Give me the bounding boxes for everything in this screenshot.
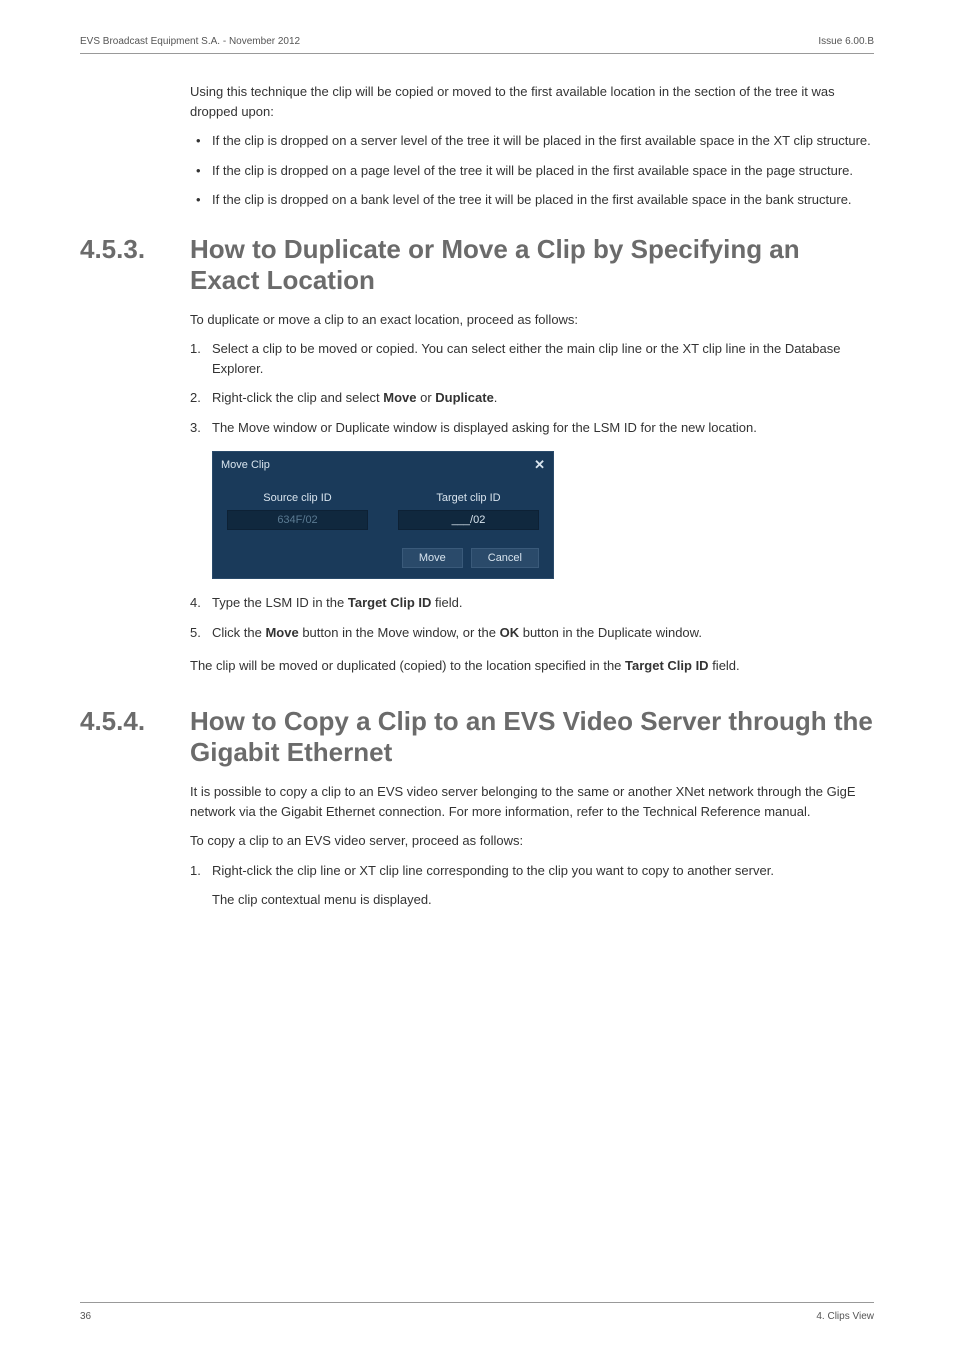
s454-p2: To copy a clip to an EVS video server, p… bbox=[190, 831, 874, 851]
target-clip-label: Target clip ID bbox=[398, 492, 539, 504]
s453-lead: To duplicate or move a clip to an exact … bbox=[190, 310, 874, 330]
source-clip-field: 634F/02 bbox=[227, 510, 368, 530]
list-item: The Move window or Duplicate window is d… bbox=[190, 418, 874, 438]
section-number: 4.5.4. bbox=[80, 706, 190, 737]
s454-steps: Right-click the clip line or XT clip lin… bbox=[190, 861, 874, 910]
intro-lead: Using this technique the clip will be co… bbox=[190, 82, 874, 121]
list-item: Type the LSM ID in the Target Clip ID fi… bbox=[190, 593, 874, 613]
list-item: Select a clip to be moved or copied. You… bbox=[190, 339, 874, 378]
header-right: Issue 6.00.B bbox=[818, 36, 874, 47]
s454-p1: It is possible to copy a clip to an EVS … bbox=[190, 782, 874, 821]
cancel-button[interactable]: Cancel bbox=[471, 548, 539, 568]
close-icon[interactable]: ✕ bbox=[534, 457, 545, 473]
list-item: If the clip is dropped on a page level o… bbox=[190, 161, 874, 181]
list-item: Right-click the clip and select Move or … bbox=[190, 388, 874, 408]
footer-page-number: 36 bbox=[80, 1311, 91, 1322]
intro-bullets: If the clip is dropped on a server level… bbox=[190, 131, 874, 210]
s454-step1b: The clip contextual menu is displayed. bbox=[212, 890, 874, 910]
section-title: How to Copy a Clip to an EVS Video Serve… bbox=[190, 706, 874, 768]
s453-post: The clip will be moved or duplicated (co… bbox=[190, 656, 874, 676]
target-clip-field[interactable]: ___/02 bbox=[398, 510, 539, 530]
source-clip-label: Source clip ID bbox=[227, 492, 368, 504]
dialog-title: Move Clip bbox=[221, 459, 270, 471]
list-item: If the clip is dropped on a bank level o… bbox=[190, 190, 874, 210]
list-item: Right-click the clip line or XT clip lin… bbox=[190, 861, 874, 910]
move-clip-dialog: Move Clip ✕ Source clip ID 634F/02 Targe… bbox=[212, 451, 554, 579]
list-item: If the clip is dropped on a server level… bbox=[190, 131, 874, 151]
list-item: Click the Move button in the Move window… bbox=[190, 623, 874, 643]
header-left: EVS Broadcast Equipment S.A. - November … bbox=[80, 36, 300, 47]
s453-steps: Select a clip to be moved or copied. You… bbox=[190, 339, 874, 437]
footer-section: 4. Clips View bbox=[816, 1311, 874, 1322]
move-button[interactable]: Move bbox=[402, 548, 463, 568]
s453-steps-cont: Type the LSM ID in the Target Clip ID fi… bbox=[190, 593, 874, 642]
section-title: How to Duplicate or Move a Clip by Speci… bbox=[190, 234, 874, 296]
section-number: 4.5.3. bbox=[80, 234, 190, 265]
